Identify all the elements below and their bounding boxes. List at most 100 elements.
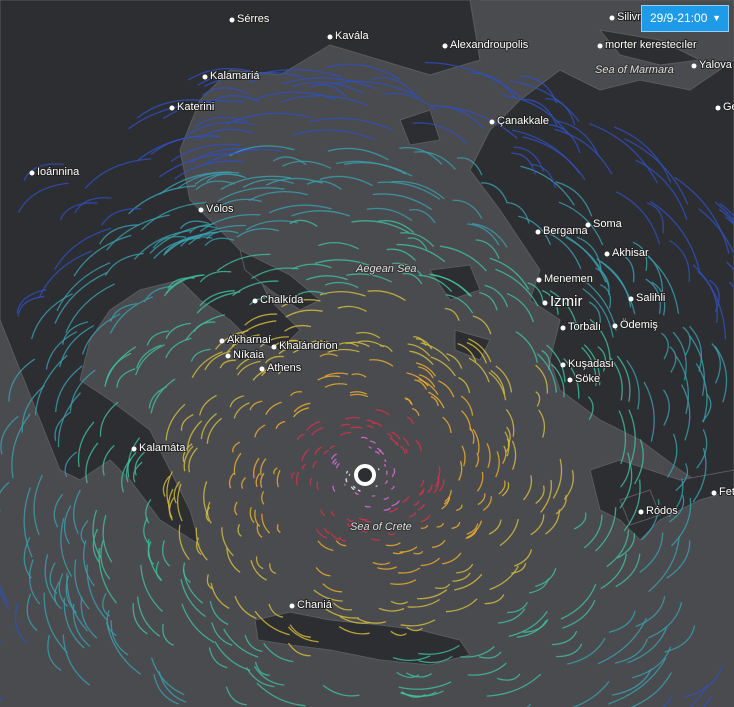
place-dot [585,222,591,228]
wind-streak [514,549,533,567]
place-label: Ródos [646,505,678,517]
wind-streak [128,103,216,130]
wind-streak [511,152,536,175]
wind-streak [208,647,228,669]
wind-streak [281,77,376,90]
place-dot [542,300,548,306]
wind-streak [330,511,336,517]
wind-streak [377,566,397,570]
place-dot [560,362,566,368]
wind-streak [263,643,294,663]
sea-label: Aegean Sea [355,263,417,275]
wind-streak [496,673,521,681]
wind-streak [391,500,401,507]
wind-streak [200,412,217,440]
wind-streak [408,208,436,224]
wind-streak [510,80,580,122]
wind-streak [413,550,424,555]
wind-streak [33,474,43,536]
wind-streak [174,160,244,180]
wind-streak [105,621,141,675]
wind-streak [719,202,734,218]
wind-streak [102,444,115,476]
wind-streak [164,234,211,254]
wind-streak [74,559,90,610]
wind-streak [253,91,336,101]
wind-streak [573,512,587,530]
wind-streak [145,499,152,524]
place-label: Söke [575,373,600,385]
wind-streak [522,98,558,127]
wind-streak [456,157,483,176]
wind-streak [225,112,312,126]
wind-streak [310,83,347,98]
place-dot [535,229,541,235]
wind-streak [451,521,461,530]
wind-streak [486,673,542,697]
wind-streak [471,222,508,248]
wind-streak [697,270,718,323]
wind-streak [306,420,321,431]
wind-streak [339,432,352,437]
wind-streak [412,122,468,145]
wind-streak [295,471,300,487]
wind-streak [615,553,641,588]
wind-streak [217,187,285,202]
wind-streak [181,603,215,643]
wind-streak [589,123,659,184]
wind-streak [433,104,518,139]
wind-streak [725,216,734,226]
wind-streak [211,622,233,647]
wind-streak [16,289,47,314]
wind-streak [366,207,413,222]
wind-streak [548,124,581,154]
wind-streak [195,537,202,556]
labels: Sérres Kavála Alexandroupolis Silivri morter… [29,10,734,612]
wind-streak [106,214,170,251]
wind-streak [261,513,271,534]
wind-streak [179,220,210,230]
wind-streak [419,479,425,488]
wind-streak [291,263,332,270]
wind-streak [26,593,38,632]
wind-streak [276,524,281,533]
wind-streak [204,148,283,165]
wind-streak [193,321,216,332]
wind-streak [324,383,348,388]
place-dot [560,325,566,331]
wind-streak [452,572,471,582]
wind-streak [80,520,89,545]
wind-streak [456,563,474,574]
wind-streak [313,589,343,602]
wind-streak [319,353,338,358]
time-selector[interactable]: 29/9-21:00 ▼ [641,5,729,32]
wind-streak [501,482,510,497]
wind-streak [315,528,327,539]
wind-streak [674,176,730,254]
wind-streak [641,499,660,541]
wind-streak [331,533,341,540]
wind-streak [59,202,98,221]
cyclone-eye [354,464,376,486]
wind-streak [630,672,672,707]
place-label: Akhisar [612,247,649,259]
wind-streak [546,344,566,383]
wind-streak [495,451,500,478]
wind-streak [405,398,413,406]
wind-streak [420,524,429,529]
wind-streak [669,346,677,373]
wind-streak [292,81,364,94]
wind-streak [567,637,606,665]
wind-streak [150,378,176,414]
wind-streak [479,291,498,311]
wind-streak [418,374,436,388]
wind-streak [360,436,368,440]
wind-streak [582,288,614,338]
wind-streak [165,403,186,441]
wind-streak [386,432,393,439]
wind-streak [62,634,91,686]
wind-streak [228,472,235,489]
wind-streak [23,487,33,558]
wind-streak [369,359,394,367]
